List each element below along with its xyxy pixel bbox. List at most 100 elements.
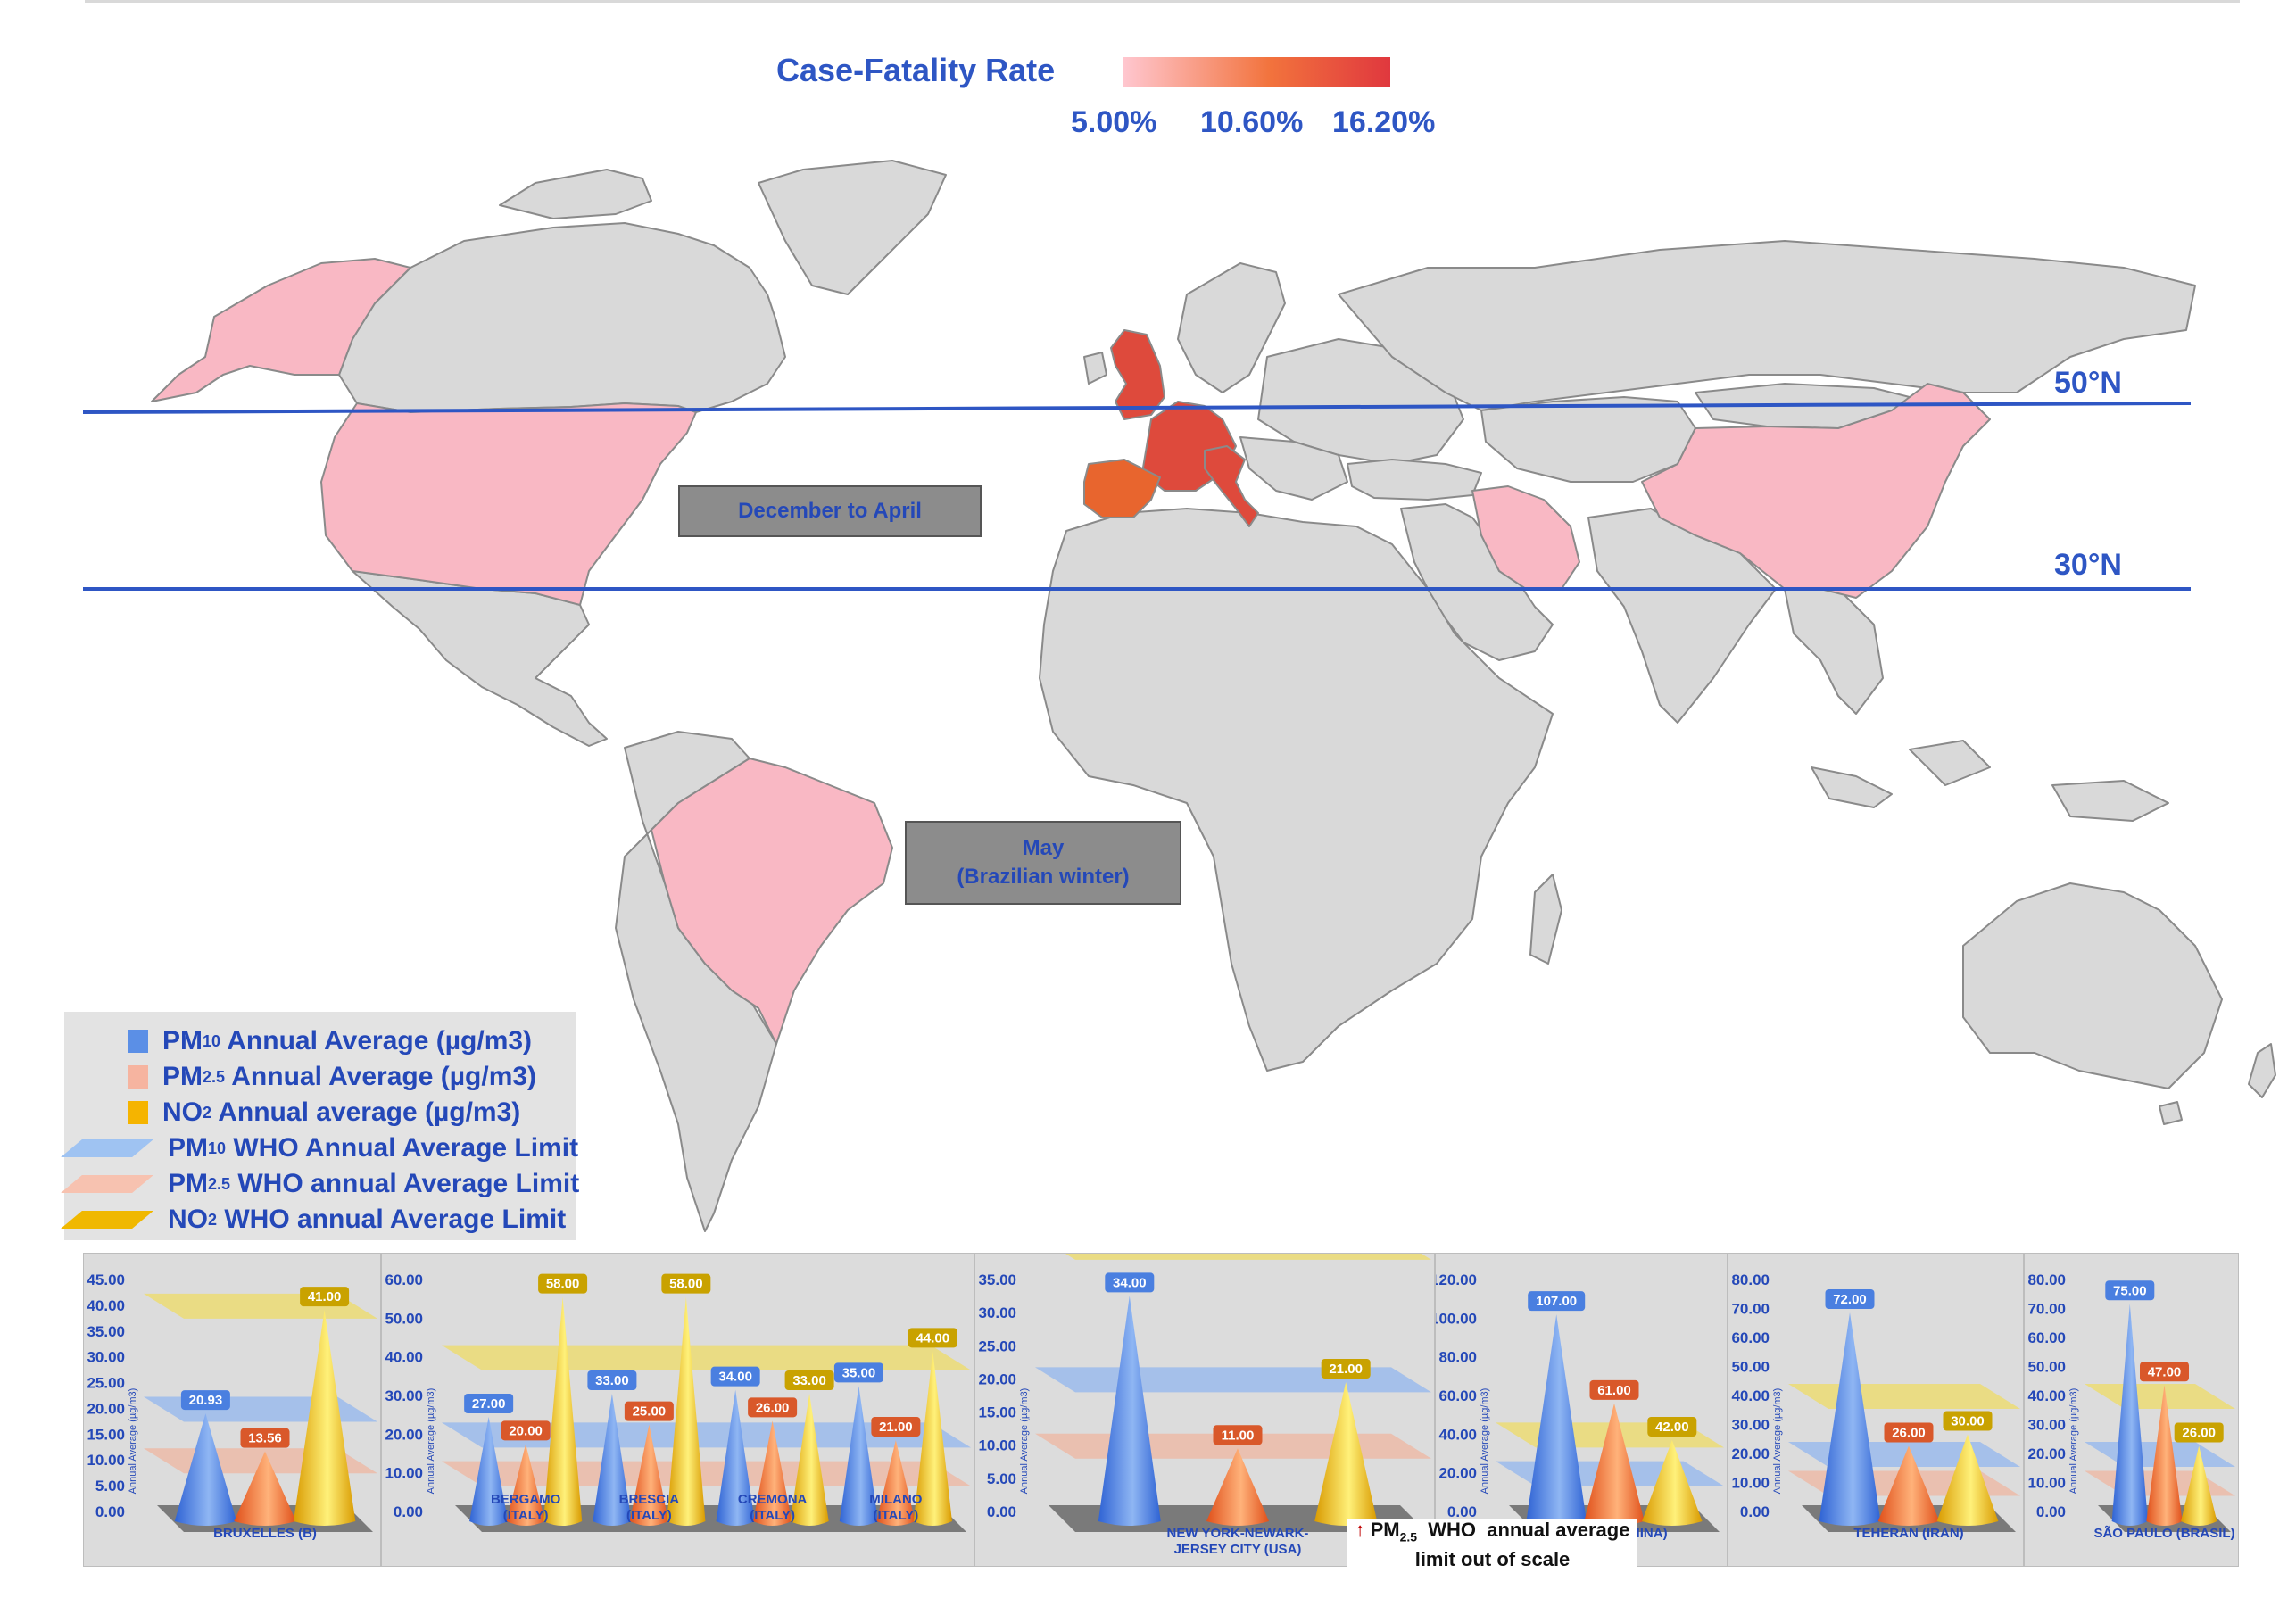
legend-plane-swatch bbox=[61, 1175, 153, 1193]
data-label-no2: 58.00 bbox=[546, 1277, 580, 1292]
data-label-pm25: 20.00 bbox=[509, 1423, 543, 1438]
cone-no2 bbox=[293, 1310, 356, 1526]
chart-panel: 0.00 10.00 20.00 30.00 40.00 50.00 60.00 70.00 8… bbox=[2024, 1253, 2239, 1567]
legend-item: PM 2.5 WHO annual Average Limit bbox=[61, 1167, 579, 1201]
data-label-bg bbox=[871, 1417, 921, 1437]
up-arrow-icon: ↑ bbox=[1355, 1519, 1365, 1541]
region-africa bbox=[1039, 508, 1554, 1072]
region-turkey bbox=[1347, 459, 1482, 501]
chart-floor bbox=[455, 1505, 966, 1532]
y-tick-label: 0.00 bbox=[1740, 1503, 1770, 1520]
y-tick-label: 40.00 bbox=[2027, 1387, 2066, 1404]
y-tick-label: 15.00 bbox=[978, 1404, 1016, 1421]
who-limit-plane-no2 bbox=[2085, 1384, 2235, 1409]
data-label-bg bbox=[587, 1370, 637, 1390]
y-tick-label: 35.00 bbox=[87, 1323, 125, 1340]
y-tick-label: 25.00 bbox=[978, 1337, 1016, 1354]
y-tick-label: 20.00 bbox=[2027, 1445, 2066, 1462]
cone-no2 bbox=[543, 1296, 583, 1526]
region-new-guinea bbox=[2051, 780, 2169, 822]
y-tick-label: 30.00 bbox=[978, 1304, 1016, 1321]
cone-pm10 bbox=[469, 1417, 509, 1526]
cone-pm25 bbox=[1877, 1445, 1940, 1526]
data-label-bg bbox=[1825, 1289, 1875, 1309]
category-label: JERSEY CITY (USA) bbox=[1174, 1542, 1302, 1557]
data-label-pm10: 72.00 bbox=[1833, 1292, 1867, 1307]
region-spain bbox=[1083, 459, 1161, 518]
region-brazil bbox=[651, 758, 893, 1045]
data-label-bg bbox=[501, 1420, 551, 1441]
who-limit-plane-no2 bbox=[1035, 1234, 1431, 1260]
who-limit-plane-no2 bbox=[1788, 1384, 2020, 1409]
legend-symbol: NO bbox=[168, 1205, 208, 1234]
wuhan-note-line1: WHO annual average bbox=[1417, 1519, 1630, 1541]
cone-pm10 bbox=[2111, 1304, 2148, 1526]
y-tick-label: 40.00 bbox=[1438, 1426, 1477, 1443]
data-label-bg bbox=[1589, 1379, 1639, 1400]
region-new-zealand bbox=[2248, 1043, 2276, 1098]
data-label-pm10: 33.00 bbox=[595, 1373, 629, 1388]
y-tick-label: 30.00 bbox=[2027, 1417, 2066, 1434]
data-label-bg bbox=[300, 1287, 350, 1307]
season-box-south: May (Brazilian winter) bbox=[905, 821, 1181, 905]
cone-no2 bbox=[913, 1351, 952, 1526]
legend-text: Annual Average (µg/m3) bbox=[225, 1062, 537, 1091]
data-label-bg bbox=[1321, 1359, 1371, 1379]
y-tick-label: 50.00 bbox=[385, 1310, 423, 1327]
data-label-pm25: 26.00 bbox=[1892, 1426, 1926, 1441]
y-tick-label: 0.00 bbox=[1447, 1503, 1477, 1520]
legend-swatch bbox=[128, 1030, 148, 1053]
y-tick-label: 120.00 bbox=[1436, 1271, 1477, 1288]
legend-subscript: 10 bbox=[208, 1139, 227, 1157]
scale-label-mid: 10.60% bbox=[1200, 105, 1304, 139]
region-arctic-islands bbox=[499, 169, 652, 219]
category-label: (ITALY) bbox=[503, 1508, 549, 1523]
data-label-pm10: 34.00 bbox=[718, 1370, 752, 1385]
wuhan-note-line2: limit out of scale bbox=[1414, 1548, 1571, 1571]
y-tick-label: 5.00 bbox=[987, 1470, 1016, 1487]
data-label-bg bbox=[2174, 1422, 2224, 1443]
y-tick-label: 80.00 bbox=[1438, 1349, 1477, 1366]
cone-pm10 bbox=[174, 1413, 237, 1526]
data-label-no2: 42.00 bbox=[1655, 1420, 1689, 1435]
region-ireland bbox=[1083, 352, 1107, 385]
cone-pm25 bbox=[1206, 1448, 1269, 1526]
y-axis-title: Annual Average (µg/m3) bbox=[426, 1388, 436, 1495]
data-label-pm25: 61.00 bbox=[1597, 1383, 1631, 1398]
data-label-pm10: 75.00 bbox=[2113, 1283, 2147, 1298]
region-alaska bbox=[151, 258, 411, 402]
y-tick-label: 20.00 bbox=[1438, 1465, 1477, 1482]
y-tick-label: 20.00 bbox=[87, 1400, 125, 1417]
data-label-bg bbox=[710, 1366, 760, 1387]
cone-no2 bbox=[1936, 1434, 1999, 1526]
wuhan-note-sub: 2.5 bbox=[1399, 1529, 1418, 1544]
cone-pm10 bbox=[1819, 1312, 1881, 1526]
legend-swatch bbox=[128, 1065, 148, 1089]
y-axis-title: Annual Average (µg/m3) bbox=[128, 1388, 138, 1495]
y-tick-label: 20.00 bbox=[385, 1426, 423, 1443]
y-tick-label: 0.00 bbox=[987, 1503, 1016, 1520]
data-label-no2: 44.00 bbox=[916, 1330, 950, 1346]
region-balkans bbox=[1239, 436, 1348, 501]
legend-title: Case-Fatality Rate bbox=[776, 52, 1056, 88]
data-label-bg bbox=[2140, 1362, 2189, 1382]
chart-svg: 0.00 10.00 20.00 30.00 40.00 50.00 60.00 70.00 8… bbox=[2027, 1271, 2235, 1541]
y-tick-label: 40.00 bbox=[87, 1297, 125, 1314]
who-limit-plane-pm10 bbox=[1035, 1367, 1431, 1393]
region-madagascar bbox=[1529, 874, 1562, 965]
region-central-asia bbox=[1480, 396, 1696, 483]
data-label-pm25: 25.00 bbox=[633, 1404, 667, 1420]
data-label-no2: 26.00 bbox=[2182, 1426, 2216, 1441]
data-label-pm25: 11.00 bbox=[1222, 1428, 1255, 1443]
chart-svg: 0.00 5.00 10.00 15.00 20.00 25.00 30.00 35.00 40… bbox=[87, 1271, 377, 1541]
cone-pm10 bbox=[839, 1386, 879, 1526]
legend-swatch bbox=[128, 1101, 148, 1124]
wuhan-pm25-note: ↑ PM2.5 WHO annual average limit out of s… bbox=[1347, 1519, 1637, 1570]
y-tick-label: 60.00 bbox=[1731, 1329, 1770, 1346]
region-indonesia-2 bbox=[1909, 740, 1991, 786]
cone-no2 bbox=[2181, 1445, 2217, 1526]
y-tick-label: 10.00 bbox=[385, 1465, 423, 1482]
cone-pm25 bbox=[506, 1444, 545, 1526]
y-axis-title: Annual Average (µg/m3) bbox=[1772, 1388, 1783, 1495]
